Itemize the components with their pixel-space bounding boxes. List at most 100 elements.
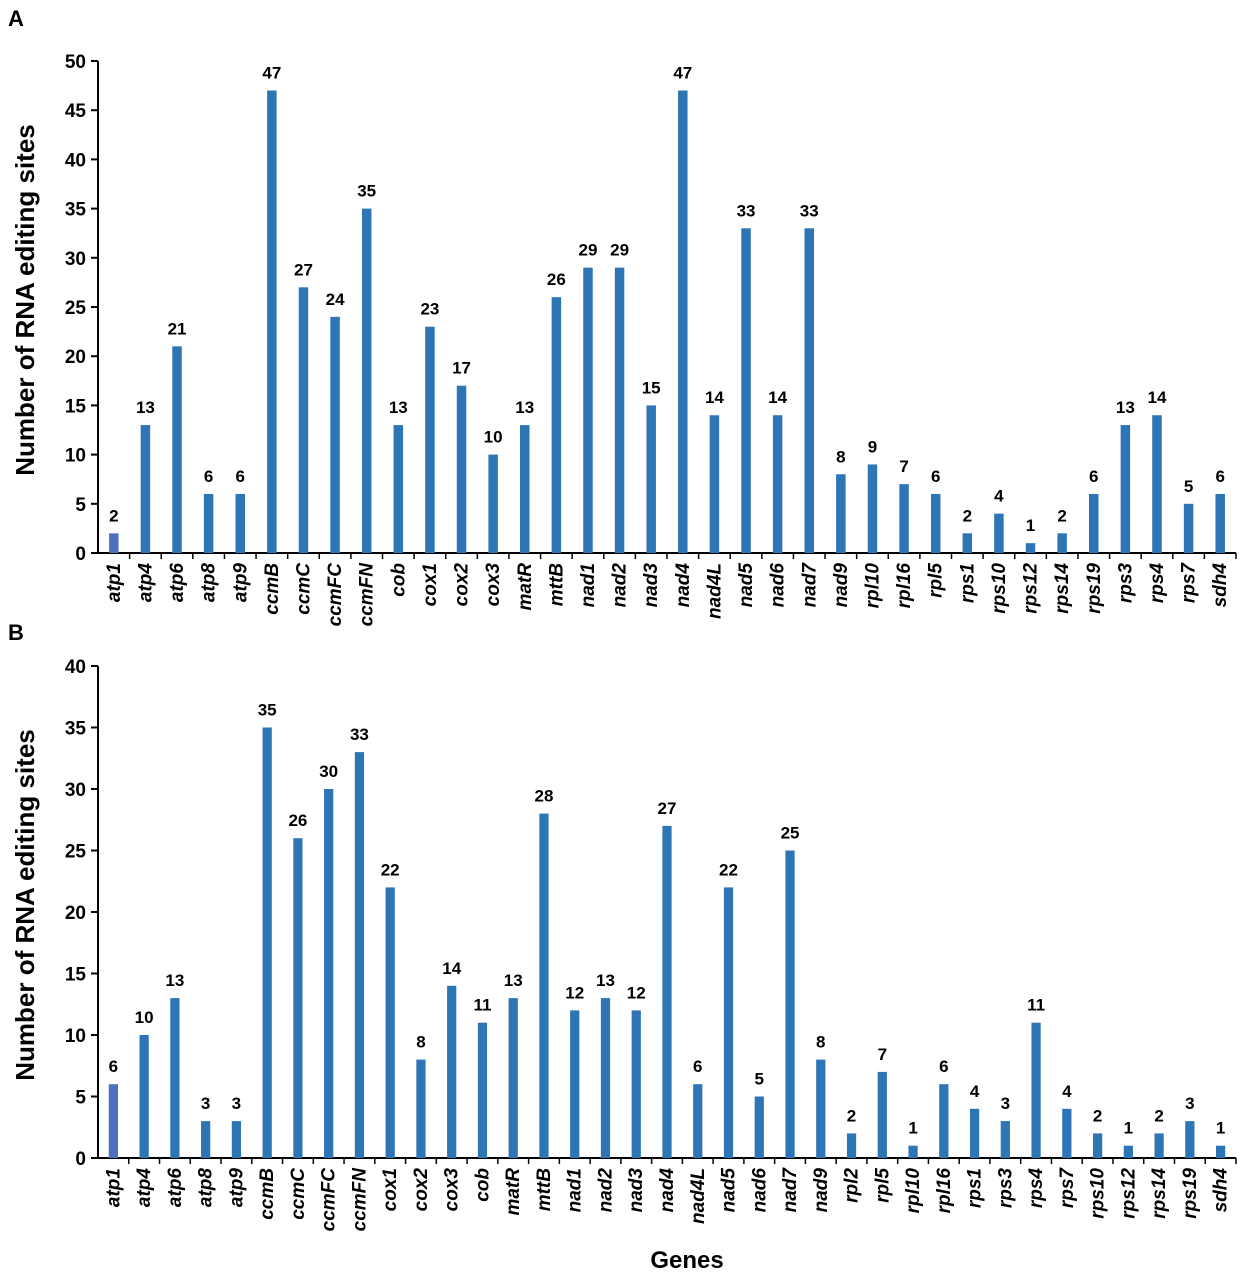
data-label-cox2: 17 <box>452 359 471 378</box>
bar-cob <box>393 425 404 553</box>
data-label-sdh4: 6 <box>1215 467 1224 486</box>
bar-atp9 <box>235 493 245 553</box>
x-tick-label-nad7: nad7 <box>799 562 820 608</box>
bar-nad6 <box>772 415 783 553</box>
data-label-atp9: 3 <box>232 1094 241 1113</box>
x-tick-label-rps12: rps12 <box>1118 1168 1139 1219</box>
data-label-rps1: 4 <box>970 1082 980 1101</box>
bar-nad7 <box>804 228 814 553</box>
data-label-nad6: 14 <box>768 388 787 407</box>
bar-rpl16 <box>899 484 909 553</box>
x-tick-label-rps10: rps10 <box>989 563 1010 614</box>
bar-rps3 <box>1120 425 1131 553</box>
data-label-nad4: 27 <box>658 799 677 818</box>
data-label-rpl5: 7 <box>878 1045 887 1064</box>
data-label-nad1: 12 <box>565 983 584 1002</box>
x-tick-label-nad5: nad5 <box>736 563 757 608</box>
x-tick-label-rps14: rps14 <box>1052 563 1073 614</box>
x-tick-label-atp6: atp6 <box>167 563 188 603</box>
x-tick-label-rps19: rps19 <box>1180 1168 1201 1219</box>
x-tick-label-nad1: nad1 <box>565 1168 586 1212</box>
data-label-ccmFN: 33 <box>350 725 369 744</box>
data-label-rps7: 4 <box>1062 1082 1072 1101</box>
panel-letter: A <box>8 6 24 31</box>
bar-sdh4 <box>1215 493 1225 553</box>
x-tick-label-rpl10: rpl10 <box>903 1168 924 1214</box>
x-tick-label-ccmB: ccmB <box>257 1168 278 1220</box>
data-label-rps10: 2 <box>1093 1106 1102 1125</box>
data-label-rpl10: 9 <box>868 437 877 456</box>
x-tick-label-nad2: nad2 <box>610 563 631 608</box>
data-label-cob: 13 <box>389 398 408 417</box>
x-tick-label-atp8: atp8 <box>196 1168 217 1208</box>
bar-ccmFN <box>361 208 372 553</box>
x-tick-label-nad2: nad2 <box>595 1168 616 1213</box>
x-tick-label-rps3: rps3 <box>1115 563 1136 604</box>
y-tick-label: 0 <box>75 1149 86 1170</box>
data-label-atp9: 6 <box>236 467 245 486</box>
data-label-ccmFC: 24 <box>326 290 345 309</box>
bar-rps12 <box>1025 543 1036 553</box>
bar-nad4 <box>662 825 672 1158</box>
x-tick-label-ccmFN: ccmFN <box>349 1167 370 1232</box>
bar-cox3 <box>447 985 457 1158</box>
x-tick-label-cox2: cox2 <box>411 1168 432 1212</box>
x-tick-label-nad4: nad4 <box>673 563 694 608</box>
bar-atp4 <box>140 425 151 553</box>
bar-nad3 <box>646 405 656 553</box>
bar-rps10 <box>1092 1133 1103 1158</box>
x-tick-label-atp9: atp9 <box>230 563 251 603</box>
bar-rps4 <box>1152 415 1162 553</box>
bar-nad2 <box>600 998 611 1158</box>
bar-atp6 <box>172 346 182 553</box>
x-tick-label-ccmC: ccmC <box>288 1168 309 1220</box>
x-tick-label-nad6: nad6 <box>749 1168 770 1213</box>
bar-atp1 <box>109 533 119 553</box>
data-label-cox3: 14 <box>442 959 461 978</box>
bar-rps7 <box>1062 1108 1072 1158</box>
y-tick-label: 25 <box>65 842 87 863</box>
data-label-nad6: 5 <box>755 1070 764 1089</box>
x-tick-label-nad3: nad3 <box>641 563 662 608</box>
data-label-atp1: 2 <box>109 506 118 525</box>
bar-rps14 <box>1154 1133 1164 1158</box>
x-tick-label-atp4: atp4 <box>134 1168 155 1208</box>
bar-cox2 <box>416 1059 426 1158</box>
x-tick-label-rpl16: rpl16 <box>934 1168 955 1214</box>
data-label-rps12: 1 <box>1124 1119 1133 1138</box>
data-label-cox2: 8 <box>416 1033 425 1052</box>
data-label-nad7: 33 <box>800 201 819 220</box>
x-tick-label-nad6: nad6 <box>768 563 789 608</box>
bar-cox2 <box>456 385 467 553</box>
bar-nad2 <box>614 267 625 553</box>
bar-rps12 <box>1123 1145 1133 1158</box>
y-tick-label: 25 <box>65 298 87 319</box>
y-tick-label: 20 <box>65 347 86 368</box>
data-label-nad3: 15 <box>642 378 661 397</box>
data-label-atp8: 6 <box>204 467 213 486</box>
bar-rpl5 <box>877 1071 887 1158</box>
data-label-ccmC: 27 <box>294 260 313 279</box>
data-label-ccmC: 26 <box>288 811 307 830</box>
data-label-cox1: 23 <box>420 300 439 319</box>
x-tick-label-nad4: nad4 <box>657 1168 678 1213</box>
data-label-nad9: 8 <box>816 1033 825 1052</box>
bar-cox3 <box>488 454 498 553</box>
x-tick-label-atp4: atp4 <box>135 563 156 603</box>
x-tick-label-rps19: rps19 <box>1084 563 1105 614</box>
data-label-mttB: 28 <box>535 787 554 806</box>
data-label-rps14: 2 <box>1057 506 1066 525</box>
x-tick-label-nad3: nad3 <box>626 1168 647 1213</box>
x-tick-label-atp1: atp1 <box>103 1168 124 1207</box>
bar-rpl16 <box>939 1084 949 1158</box>
data-label-ccmFC: 30 <box>319 762 338 781</box>
bar-rps14 <box>1057 533 1067 553</box>
data-label-atp4: 13 <box>136 398 155 417</box>
data-label-rps10: 4 <box>994 487 1004 506</box>
data-label-ccmFN: 35 <box>357 182 376 201</box>
bar-rpl10 <box>908 1145 918 1158</box>
x-tick-label-sdh4: sdh4 <box>1210 563 1231 608</box>
data-label-rps3: 13 <box>1116 398 1135 417</box>
